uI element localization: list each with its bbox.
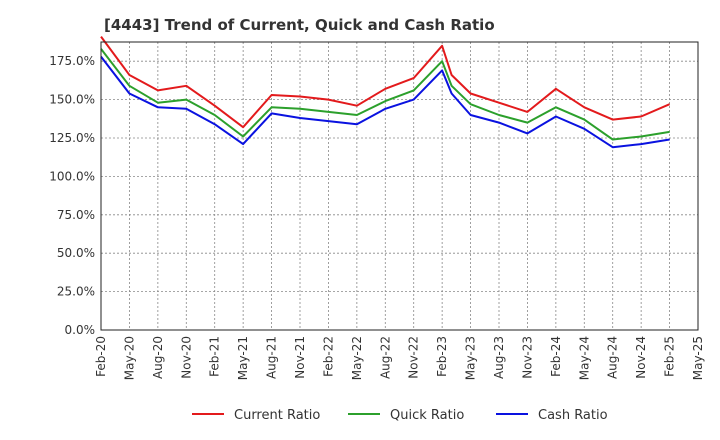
y-tick-label: 50.0% bbox=[57, 246, 95, 260]
x-tick-label: May-24 bbox=[577, 336, 591, 380]
series-line-cash-ratio bbox=[100, 55, 670, 149]
x-tick-label: Nov-23 bbox=[520, 336, 534, 379]
y-tick-label: 75.0% bbox=[57, 208, 95, 222]
x-tick-label: May-20 bbox=[122, 336, 136, 380]
x-tick-label: Aug-20 bbox=[151, 336, 165, 379]
series-layer bbox=[100, 36, 670, 149]
x-tick-label: Nov-21 bbox=[293, 336, 307, 379]
x-tick-label: Aug-24 bbox=[606, 336, 620, 379]
x-tick-label: Feb-20 bbox=[94, 336, 108, 377]
chart-title: [4443] Trend of Current, Quick and Cash … bbox=[104, 16, 495, 34]
legend-label-cash-ratio: Cash Ratio bbox=[538, 408, 608, 423]
series-line-current-ratio bbox=[100, 36, 670, 129]
x-tick-label: Aug-23 bbox=[492, 336, 506, 379]
x-tick-label: Nov-22 bbox=[407, 336, 421, 379]
plot-frame bbox=[100, 41, 699, 331]
series-line-quick-ratio bbox=[100, 48, 670, 141]
x-tick-label: Feb-22 bbox=[321, 336, 335, 377]
x-tick-label: Nov-24 bbox=[634, 336, 648, 379]
x-tick-label: Feb-25 bbox=[663, 336, 677, 377]
y-tick-label: 0.0% bbox=[65, 323, 96, 337]
axis-layer: 0.0% 25.0% 50.0% 75.0% 100.0% 125.0% 150.0% 175… bbox=[49, 41, 705, 380]
y-tick-label: 125.0% bbox=[49, 131, 95, 145]
x-tick-label: Nov-20 bbox=[179, 336, 193, 379]
x-tick-label: May-23 bbox=[464, 336, 478, 380]
x-tick-label: May-22 bbox=[350, 336, 364, 380]
y-tick-label: 100.0% bbox=[49, 169, 95, 183]
x-tick-label: May-25 bbox=[691, 336, 705, 380]
x-tick-label: Feb-23 bbox=[435, 336, 449, 377]
legend: Current Ratio Quick Ratio Cash Ratio bbox=[192, 408, 608, 423]
x-tick-label: Aug-22 bbox=[378, 336, 392, 379]
legend-label-current-ratio: Current Ratio bbox=[234, 408, 320, 423]
x-tick-label: Feb-21 bbox=[208, 336, 222, 377]
x-tick-label: Feb-24 bbox=[549, 336, 563, 377]
x-tick-label: May-21 bbox=[236, 336, 250, 380]
y-tick-label: 175.0% bbox=[49, 54, 95, 68]
y-tick-label: 25.0% bbox=[57, 285, 95, 299]
x-tick-label: Aug-21 bbox=[265, 336, 279, 379]
legend-label-quick-ratio: Quick Ratio bbox=[390, 408, 464, 423]
grid-layer bbox=[101, 42, 698, 330]
y-tick-label: 150.0% bbox=[49, 93, 95, 107]
